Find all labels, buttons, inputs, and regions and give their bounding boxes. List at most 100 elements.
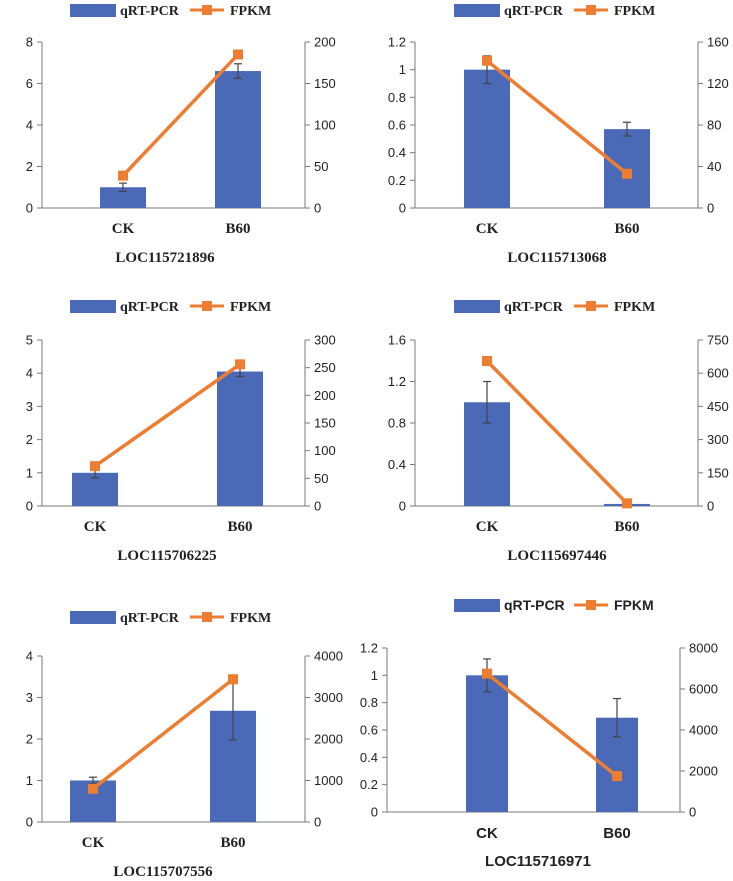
fpkm-line xyxy=(485,59,629,176)
fpkm-point xyxy=(482,668,492,679)
right-tick-label: 8000 xyxy=(689,641,718,656)
right-tick-label: 600 xyxy=(707,366,729,381)
legend-line-label: FPKM xyxy=(614,597,654,613)
error-bar xyxy=(613,697,621,738)
category-label: B60 xyxy=(227,519,252,535)
fpkm-point xyxy=(622,168,632,179)
left-tick-label: 3 xyxy=(26,399,33,414)
right-tick-label: 250 xyxy=(314,360,336,375)
legend-bar-swatch xyxy=(454,4,500,17)
gene-title: LOC115721896 xyxy=(115,250,215,266)
error-bar xyxy=(483,380,491,424)
legend-line-label: FPKM xyxy=(230,300,271,315)
left-tick-label: 4 xyxy=(26,366,33,381)
gene-title: LOC115713068 xyxy=(507,250,606,266)
chart-panel: qRT-PCR FPKM 0 2 4 6 8 0 50 100 150 200 CK B60 LOC1157… xyxy=(26,4,336,266)
gene-title: LOC115697446 xyxy=(507,548,607,564)
right-tick-label: 100 xyxy=(314,443,336,458)
right-tick-label: 40 xyxy=(707,159,721,174)
fpkm-line xyxy=(485,359,629,505)
bar-b60 xyxy=(604,129,650,208)
right-tick-label: 150 xyxy=(707,465,729,480)
left-tick-label: 1.2 xyxy=(360,641,378,656)
legend-bar-swatch xyxy=(70,300,116,313)
legend-bar-swatch xyxy=(454,300,500,313)
right-tick-label: 160 xyxy=(707,35,729,50)
legend-line-marker xyxy=(202,5,212,15)
left-tick-label: 1 xyxy=(371,668,378,683)
right-tick-label: 150 xyxy=(314,416,336,431)
left-tick-label: 0 xyxy=(26,815,33,830)
right-tick-label: 450 xyxy=(707,399,729,414)
left-tick-label: 4 xyxy=(26,649,33,664)
legend: qRT-PCR FPKM xyxy=(70,4,271,19)
category-label: CK xyxy=(476,519,499,535)
fpkm-line xyxy=(485,672,619,778)
right-tick-label: 3000 xyxy=(314,690,343,705)
right-tick-label: 4000 xyxy=(314,649,343,664)
left-tick-label: 8 xyxy=(26,35,33,50)
legend-line-marker xyxy=(202,301,212,311)
bar-ck xyxy=(466,675,508,812)
legend: qRT-PCR FPKM xyxy=(454,300,655,315)
fpkm-line xyxy=(91,677,235,791)
legend-line-marker xyxy=(202,612,212,622)
chart-panel: qRT-PCR FPKM 0 0.2 0.4 0.6 0.8 1 1.2 0 40 80 120 160 C… xyxy=(388,4,729,266)
left-tick-label: 2 xyxy=(26,432,33,447)
right-tick-label: 6000 xyxy=(689,682,718,697)
right-tick-label: 0 xyxy=(707,201,714,216)
fpkm-line xyxy=(93,362,242,468)
fpkm-point xyxy=(88,783,98,794)
bar-ck xyxy=(100,187,146,208)
right-tick-label: 2000 xyxy=(314,732,343,747)
error-bar xyxy=(119,182,127,192)
chart-panel: qRT-PCR FPKM 0 0.2 0.4 0.6 0.8 1 1.2 0 2000 4000 600… xyxy=(360,597,718,870)
left-tick-label: 0 xyxy=(399,201,406,216)
legend-bar-label: qRT-PCR xyxy=(120,300,180,315)
gene-title: LOC115716971 xyxy=(485,853,591,870)
right-tick-label: 120 xyxy=(707,76,729,91)
left-tick-label: 0.6 xyxy=(360,723,378,738)
legend-line-label: FPKM xyxy=(230,4,271,19)
legend: qRT-PCR FPKM xyxy=(454,4,655,19)
error-bar xyxy=(234,63,242,79)
left-tick-label: 0.4 xyxy=(388,145,406,160)
legend-line-label: FPKM xyxy=(614,300,655,315)
fpkm-point xyxy=(235,359,245,370)
category-label: B60 xyxy=(603,825,631,842)
bar-b60 xyxy=(215,71,261,208)
chart-panel: qRT-PCR FPKM 0 0.4 0.8 1.2 1.6 0 150 300 450 600 750… xyxy=(388,300,729,564)
category-label: CK xyxy=(476,825,498,842)
legend-bar-label: qRT-PCR xyxy=(504,300,564,315)
left-tick-label: 0.4 xyxy=(360,750,378,765)
right-tick-label: 0 xyxy=(689,805,696,820)
right-tick-label: 0 xyxy=(707,499,714,514)
gene-title: LOC115707556 xyxy=(113,864,213,880)
left-tick-label: 0 xyxy=(371,805,378,820)
left-tick-label: 1 xyxy=(26,773,33,788)
fpkm-point xyxy=(233,49,243,60)
fpkm-point xyxy=(612,771,622,782)
fpkm-point xyxy=(228,674,238,685)
left-tick-label: 0.4 xyxy=(388,457,406,472)
fpkm-point xyxy=(622,498,632,509)
category-label: CK xyxy=(112,221,135,237)
left-tick-label: 4 xyxy=(26,118,33,133)
right-tick-label: 50 xyxy=(314,159,328,174)
legend-bar-swatch xyxy=(70,611,116,624)
right-tick-label: 0 xyxy=(314,815,321,830)
category-label: B60 xyxy=(614,221,639,237)
right-tick-label: 200 xyxy=(314,388,336,403)
left-tick-label: 0.8 xyxy=(388,416,406,431)
category-label: B60 xyxy=(225,221,250,237)
right-tick-label: 50 xyxy=(314,471,328,486)
category-label: B60 xyxy=(614,519,639,535)
right-tick-label: 1000 xyxy=(314,773,343,788)
fpkm-point xyxy=(90,461,100,472)
gene-title: LOC115706225 xyxy=(117,548,216,564)
right-tick-label: 300 xyxy=(314,333,336,348)
left-tick-label: 5 xyxy=(26,333,33,348)
legend-bar-label: qRT-PCR xyxy=(120,611,180,626)
right-tick-label: 2000 xyxy=(689,764,718,779)
